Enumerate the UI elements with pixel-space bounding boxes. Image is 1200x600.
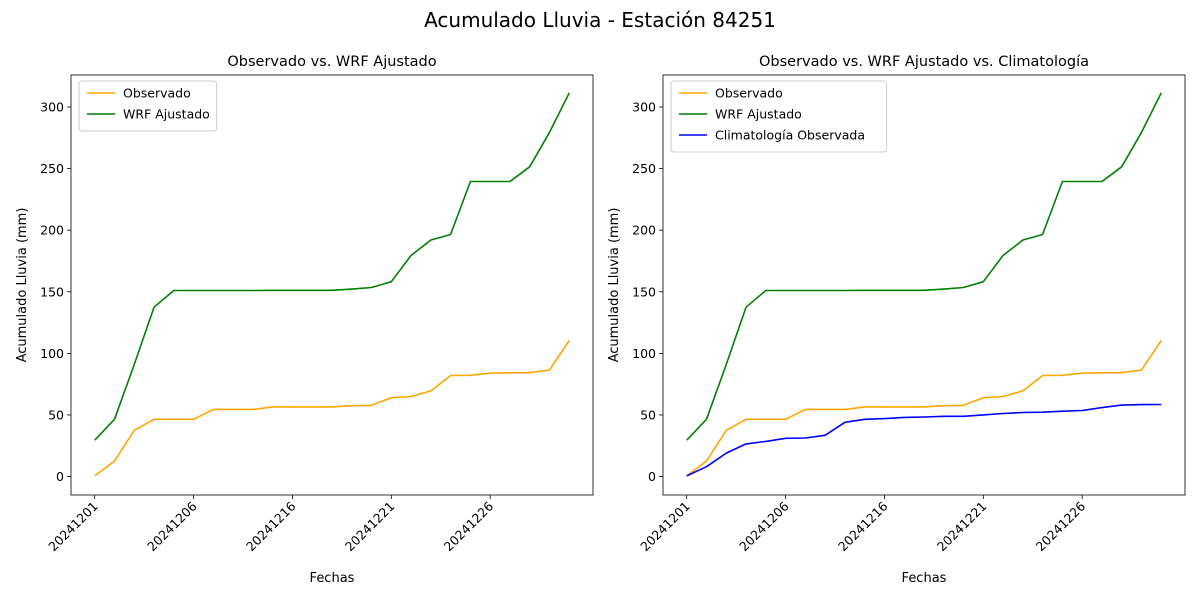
chart1-y-axis-label: Acumulado Lluvia (mm) [15,208,30,363]
chart2-y-tick-label: 50 [640,407,656,422]
chart2-legend-label-3: Climatología Observada [715,128,865,143]
chart2-title: Observado vs. WRF Ajustado vs. Climatolo… [759,54,1089,70]
chart2-y-tick-label: 300 [632,100,656,115]
chart2-x-tick-label: 20241221 [934,499,990,555]
chart2-legend-label-2: WRF Ajustado [715,107,802,122]
chart2-x-tick-label: 20241201 [637,499,693,555]
chart1-x-tick-label: 20241201 [45,499,101,555]
chart2-series-line-1 [686,339,1162,477]
chart2-series-line-3 [686,403,1162,477]
chart2-y-axis-label: Acumulado Lluvia (mm) [607,208,622,363]
chart2-legend-label-1: Observado [715,86,783,101]
chart2-x-tick-label: 20241216 [835,498,891,554]
chart1-x-tick-label: 20241221 [342,499,398,555]
chart2-y-tick-label: 250 [632,161,656,176]
chart2-series-line-2 [686,92,1163,441]
chart2-y-tick-label: 0 [648,469,656,484]
figure-title: Acumulado Lluvia - Estación 84251 [424,8,776,32]
chart2-y-tick-label: 150 [632,284,656,299]
chart1-y-tick-label: 50 [48,407,64,422]
chart2-legend-box [670,80,888,153]
chart1-x-tick-label: 20241206 [144,498,200,554]
chart2-x-tick-label: 20241226 [1033,498,1089,554]
chart1-x-tick-label: 20241216 [243,498,299,554]
chart1-y-tick-label: 0 [56,469,64,484]
chart1-series-line-2 [94,92,571,441]
chart2-axes-frame [662,74,1186,496]
chart1-y-tick-label: 100 [40,346,64,361]
chart1-axes-frame [70,74,594,496]
chart1-legend-label-1: Observado [123,86,191,101]
chart2-x-tick-label: 20241206 [736,498,792,554]
chart1-title: Observado vs. WRF Ajustado [227,54,436,70]
chart2-x-axis-label: Fechas [902,571,947,586]
chart2-y-tick-label: 100 [632,346,656,361]
chart1-series-line-1 [94,339,570,477]
chart1-y-tick-label: 200 [40,223,64,238]
chart1-y-tick-label: 250 [40,161,64,176]
chart1-legend-label-2: WRF Ajustado [123,107,210,122]
chart2-y-tick-label: 200 [632,223,656,238]
chart1-y-tick-label: 150 [40,284,64,299]
chart1-y-tick-label: 300 [40,100,64,115]
chart1-x-tick-label: 20241226 [441,498,497,554]
chart1-x-axis-label: Fechas [310,571,355,586]
